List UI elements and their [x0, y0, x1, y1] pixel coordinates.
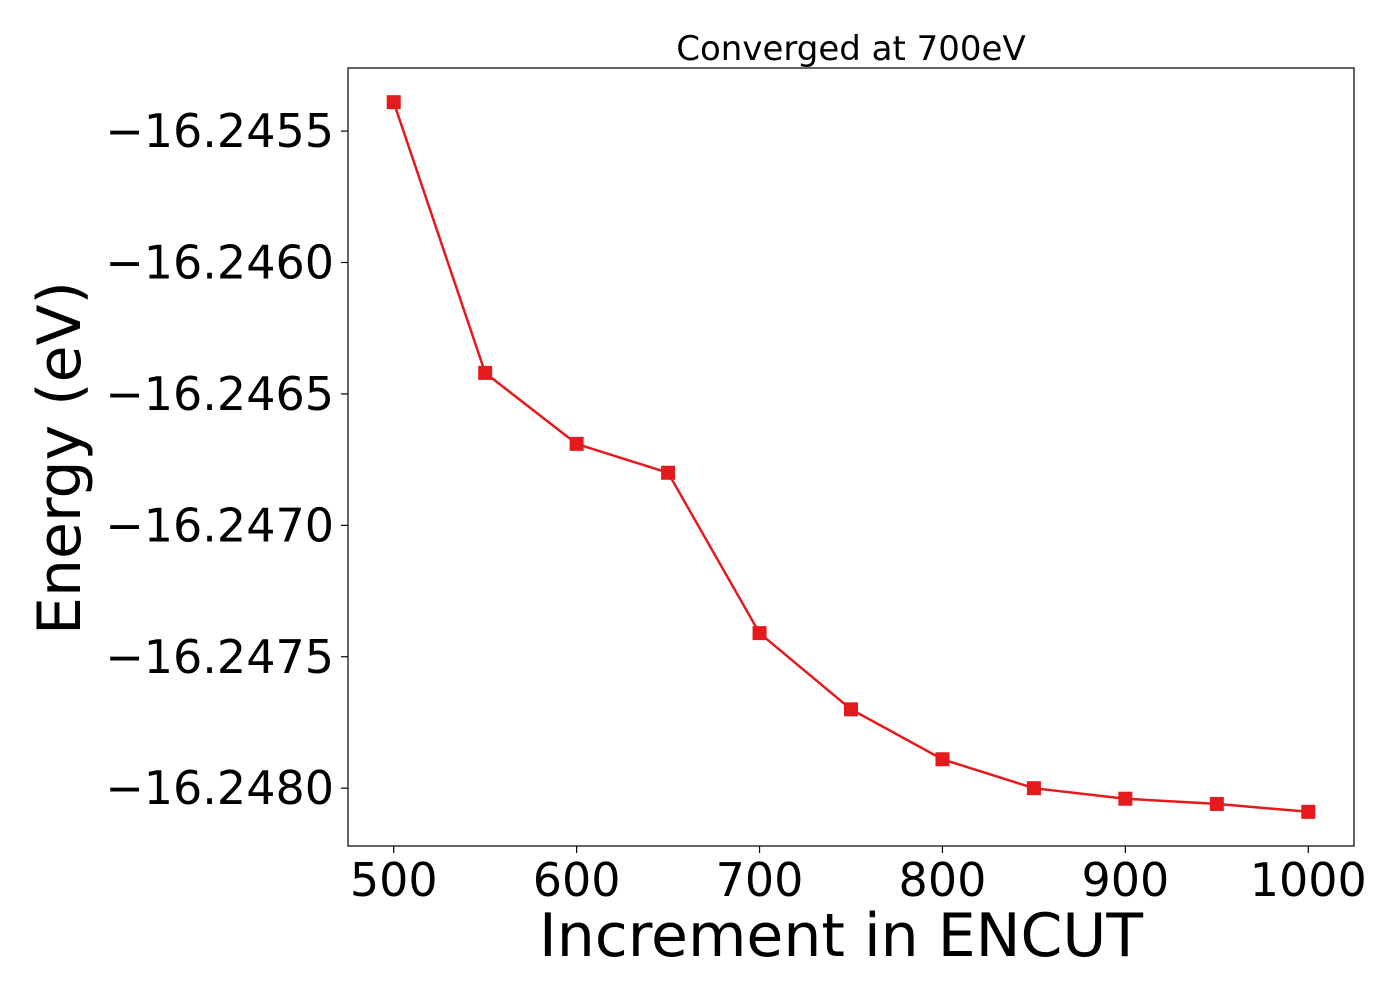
y-tick-label: −16.2480: [105, 761, 334, 815]
y-tick-label: −16.2455: [105, 104, 334, 158]
x-tick-label: 700: [716, 853, 804, 907]
data-point: [661, 465, 676, 480]
data-point: [1026, 781, 1041, 796]
x-axis-label: Increment in ENCUT: [539, 901, 1143, 971]
data-point: [935, 752, 950, 767]
x-tick-label: 800: [899, 853, 987, 907]
x-axis: 500 600 700 800 900 1000: [350, 846, 1367, 907]
data-point: [569, 436, 584, 451]
y-tick-label: −16.2470: [105, 498, 334, 552]
y-tick-label: −16.2460: [105, 236, 334, 290]
y-tick-label: −16.2465: [105, 367, 334, 421]
y-axis: −16.2455 −16.2460 −16.2465 −16.2470 −16.2475…: [105, 104, 348, 815]
chart-title: Converged at 700eV: [676, 29, 1025, 69]
data-point: [1209, 796, 1224, 811]
data-point: [844, 702, 858, 717]
marks: [386, 95, 1316, 819]
x-tick-label: 1000: [1250, 853, 1367, 907]
data-point: [478, 365, 493, 380]
plot-frame: [347, 67, 1355, 847]
data-point: [1118, 791, 1133, 806]
y-tick-label: −16.2475: [105, 630, 334, 684]
x-tick-label: 600: [533, 853, 621, 907]
plot-background: [348, 68, 1354, 846]
x-tick-label: 900: [1081, 853, 1169, 907]
y-axis-label: Energy (eV): [25, 281, 95, 635]
x-tick-label: 500: [350, 853, 438, 907]
data-point: [386, 95, 401, 110]
data-point: [752, 626, 767, 641]
data-point: [1301, 804, 1316, 819]
